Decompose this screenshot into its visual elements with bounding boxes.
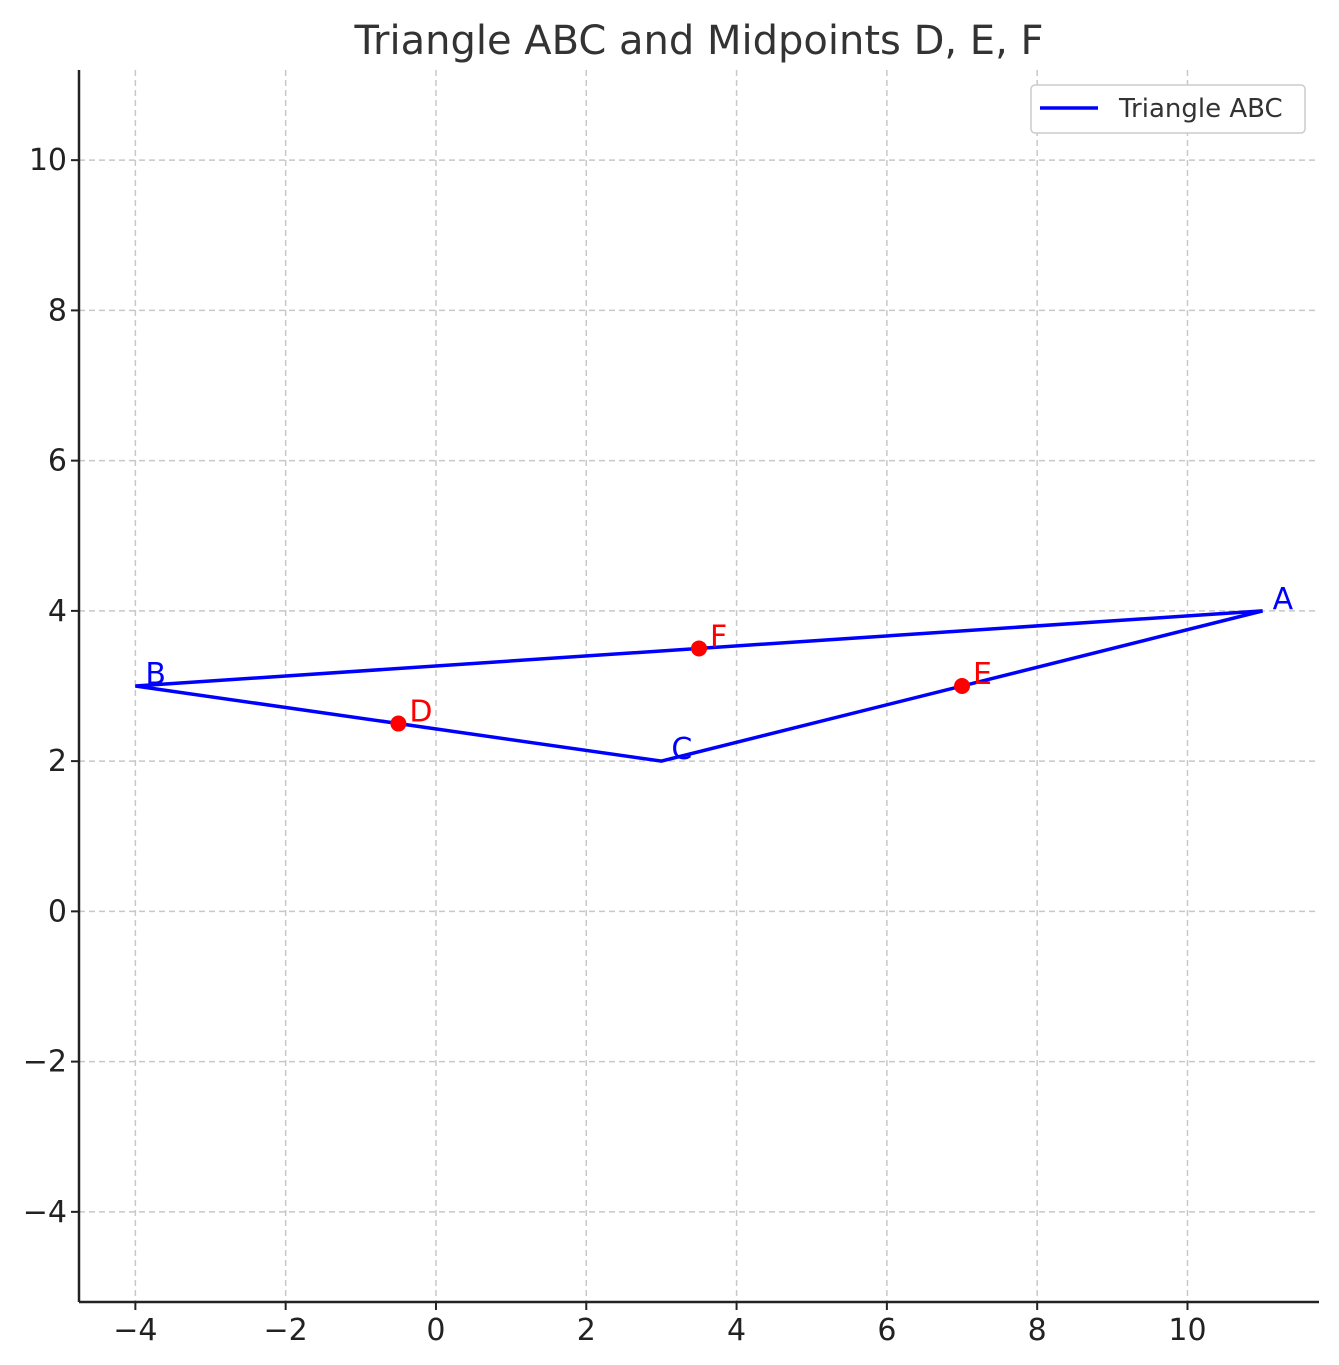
- legend-label: Triangle ABC: [1118, 94, 1283, 124]
- vertex-label-c: C: [671, 732, 692, 767]
- legend-box: [1030, 84, 1306, 134]
- midpoint-label-d: D: [409, 695, 432, 730]
- y-tick-label: 8: [48, 293, 67, 328]
- y-tick-label: 4: [48, 594, 67, 629]
- x-tick-label: 6: [877, 1313, 896, 1348]
- y-tick-label: −2: [23, 1045, 67, 1080]
- series-line-triangle-abc: [135, 609, 1264, 763]
- y-tick-label: 10: [29, 143, 67, 178]
- x-tick-label: 4: [727, 1313, 746, 1348]
- midpoint-label-e: E: [973, 657, 992, 692]
- x-tick-label: −2: [264, 1313, 308, 1348]
- x-tick-label: −4: [113, 1313, 157, 1348]
- y-tick-label: 2: [48, 744, 67, 779]
- axes: −4 −2 0 2 4 6 8 10 −4 −2 0 2 4 6 8 10: [23, 70, 1319, 1348]
- y-tick-label: 6: [48, 444, 67, 479]
- y-tick-label: 0: [48, 894, 67, 929]
- x-tick-label: 2: [577, 1313, 596, 1348]
- y-tick-label: −4: [23, 1195, 67, 1230]
- x-tick-label: 0: [426, 1313, 445, 1348]
- vertex-label-b: B: [145, 657, 166, 692]
- midpoint-marker-e: [954, 678, 971, 694]
- midpoint-marker-d: [390, 715, 407, 732]
- chart-title: Triangle ABC and Midpoints D, E, F: [353, 18, 1043, 64]
- x-tick-label: 10: [1168, 1313, 1206, 1348]
- x-tick-label: 8: [1028, 1313, 1047, 1348]
- midpoint-marker-f: [691, 640, 707, 657]
- legend: Triangle ABC: [1030, 84, 1306, 134]
- midpoint-label-f: F: [710, 619, 727, 654]
- grid: [79, 70, 1319, 1302]
- plot-area: A B C D E F: [135, 582, 1294, 767]
- vertex-label-a: A: [1273, 582, 1294, 617]
